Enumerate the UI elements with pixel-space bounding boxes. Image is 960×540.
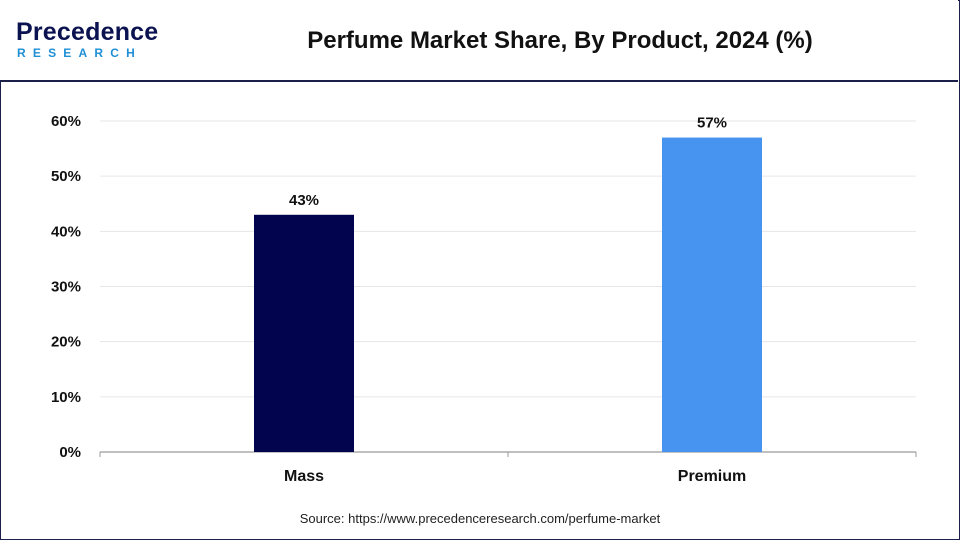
data-label: 57% xyxy=(697,115,727,132)
chart-header: Precedence RESEARCH Perfume Market Share… xyxy=(0,0,958,82)
y-tick-label: 20% xyxy=(51,334,81,351)
brand-logo: Precedence RESEARCH xyxy=(16,18,166,64)
bar-mass xyxy=(254,214,354,452)
chart-title: Perfume Market Share, By Product, 2024 (… xyxy=(307,27,813,54)
y-tick-label: 0% xyxy=(59,444,81,461)
data-label: 43% xyxy=(289,192,319,209)
y-tick-label: 50% xyxy=(51,168,81,185)
x-tick-label: Mass xyxy=(284,468,324,485)
bar-chart: 0% 10% 20% 30% 40% 50% 60% 43% Mass 57% Premium xyxy=(51,113,917,485)
labels: 0% 10% 20% 30% 40% 50% 60% 43% Mass 57% Premium xyxy=(51,113,746,485)
bars xyxy=(254,137,762,453)
bar-premium xyxy=(662,137,762,453)
y-tick-label: 10% xyxy=(51,389,81,406)
x-tick-label: Premium xyxy=(678,468,746,485)
logo-wordmark: Precedence xyxy=(16,18,159,46)
y-tick-label: 60% xyxy=(51,113,81,130)
logo-subtext: RESEARCH xyxy=(17,46,142,60)
axes xyxy=(99,451,917,457)
gridlines xyxy=(100,120,916,398)
source-note: Source: https://www.precedenceresearch.c… xyxy=(299,511,661,526)
y-tick-label: 30% xyxy=(51,279,81,296)
y-tick-label: 40% xyxy=(51,223,81,240)
